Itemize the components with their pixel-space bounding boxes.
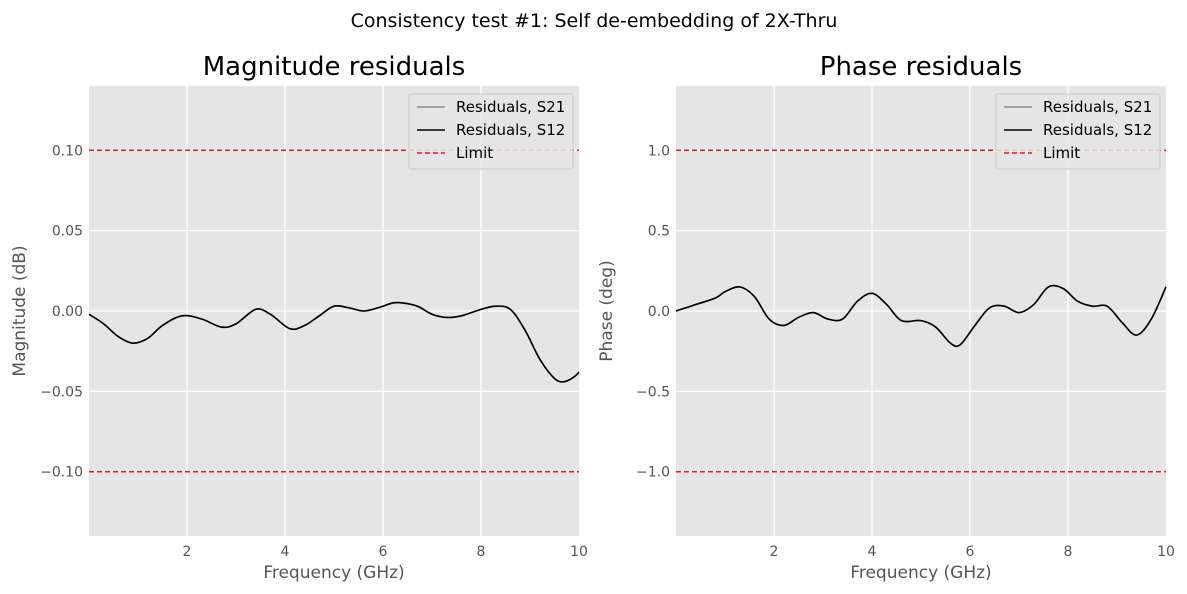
magnitude-chart-title: Magnitude residuals <box>203 52 466 82</box>
phase-chart-title: Phase residuals <box>820 52 1022 82</box>
y-tick-label: 0.10 <box>52 143 83 159</box>
phase-x-axis-label: Frequency (GHz) <box>850 563 991 583</box>
y-tick-label: −0.5 <box>636 384 670 400</box>
magnitude-x-ticks: 2 4 6 8 10 <box>183 544 588 560</box>
magnitude-legend-frame <box>408 93 574 170</box>
x-tick-label: 6 <box>379 544 388 560</box>
y-tick-label: 0.5 <box>648 224 670 240</box>
phase-y-ticks: −1.0 −0.5 0.0 0.5 1.0 <box>636 143 670 480</box>
x-tick-label: 10 <box>570 544 588 560</box>
x-tick-label: 4 <box>868 544 877 560</box>
y-tick-label: 0.05 <box>52 224 83 240</box>
figure-title: Consistency test #1: Self de-embedding o… <box>351 10 838 32</box>
phase-legend-frame <box>995 93 1161 170</box>
x-tick-label: 6 <box>966 544 975 560</box>
y-tick-label: −0.05 <box>40 384 83 400</box>
x-tick-label: 2 <box>183 544 192 560</box>
magnitude-series <box>88 301 580 383</box>
legend-label-limit: Limit <box>1043 144 1080 162</box>
phase-series <box>675 284 1167 348</box>
legend-label-s12: Residuals, S12 <box>456 121 565 139</box>
magnitude-panel: 2 4 6 8 10 −0.10 −0.05 0.00 0.05 0.10 Magnitude … <box>10 52 588 583</box>
y-tick-label: 0.00 <box>52 304 83 320</box>
series-line-s12 <box>88 301 580 383</box>
magnitude-x-axis-label: Frequency (GHz) <box>263 563 404 583</box>
magnitude-y-ticks: −0.10 −0.05 0.00 0.05 0.10 <box>40 143 83 480</box>
y-tick-label: 0.0 <box>648 304 670 320</box>
phase-legend: Residuals, S21 Residuals, S12 Limit <box>995 93 1161 170</box>
legend-label-s21: Residuals, S21 <box>456 98 565 116</box>
legend-label-s12: Residuals, S12 <box>1043 121 1152 139</box>
x-tick-label: 10 <box>1157 544 1175 560</box>
phase-y-axis-label: Phase (deg) <box>597 260 617 361</box>
phase-x-ticks: 2 4 6 8 10 <box>770 544 1175 560</box>
x-tick-label: 8 <box>1064 544 1073 560</box>
legend-label-limit: Limit <box>456 144 493 162</box>
magnitude-y-axis-label: Magnitude (dB) <box>10 245 30 376</box>
y-tick-label: −1.0 <box>636 465 670 481</box>
x-tick-label: 8 <box>477 544 486 560</box>
magnitude-legend: Residuals, S21 Residuals, S12 Limit <box>408 93 574 170</box>
y-tick-label: 1.0 <box>648 143 670 159</box>
series-line-s12 <box>675 284 1167 348</box>
phase-panel: 2 4 6 8 10 −1.0 −0.5 0.0 0.5 1.0 Phase residuals… <box>597 52 1175 583</box>
y-tick-label: −0.10 <box>40 465 83 481</box>
legend-label-s21: Residuals, S21 <box>1043 98 1152 116</box>
x-tick-label: 4 <box>281 544 290 560</box>
x-tick-label: 2 <box>770 544 779 560</box>
